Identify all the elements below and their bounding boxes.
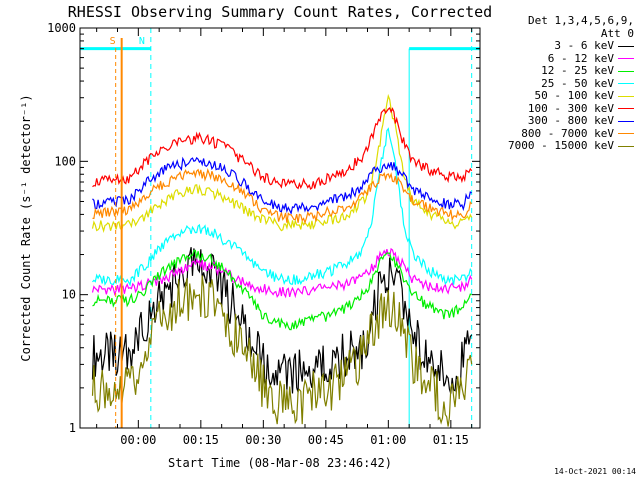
series-line-1 <box>91 247 473 299</box>
legend-label: 100 - 300 keV <box>527 101 614 115</box>
annotation-n: N <box>139 36 145 47</box>
legend-label: 800 - 7000 keV <box>521 126 614 140</box>
legend-label: 25 - 50 keV <box>541 76 614 90</box>
legend-swatch <box>618 83 634 84</box>
legend-label: 7000 - 15000 keV <box>508 139 614 152</box>
legend-header-attenuator: Att 0 <box>600 27 634 40</box>
legend-label: 50 - 100 keV <box>534 89 614 102</box>
y-tick-label-0: 1 <box>69 421 76 435</box>
series-line-2 <box>92 249 472 331</box>
generated-timestamp: 14-Oct-2021 00:14 <box>554 467 636 476</box>
legend-entry: 6 - 12 keV <box>474 51 634 66</box>
legend-swatch <box>618 58 634 59</box>
x-tick-label-5: 01:15 <box>433 433 469 447</box>
series-line-3 <box>92 127 473 287</box>
legend-header-detectors: Det 1,3,4,5,6,9, <box>528 14 634 27</box>
series-line-4 <box>91 93 473 233</box>
axis-ticks: 1 10 100 1000 00:00 00:15 00:30 00:45 01:00 01:15 <box>47 21 480 447</box>
series-line-5 <box>92 107 473 191</box>
chart-title: RHESSI Observing Summary Count Rates, Co… <box>68 3 492 21</box>
legend-label: 3 - 6 keV <box>554 39 614 52</box>
annotation-s: S <box>110 36 116 47</box>
legend-label: 12 - 25 keV <box>541 64 614 77</box>
legend-swatch <box>618 108 634 109</box>
plot-frame <box>79 27 481 429</box>
y-tick-label-1: 10 <box>62 288 76 302</box>
series-line-8 <box>91 275 473 427</box>
x-tick-label-3: 00:45 <box>308 433 344 447</box>
legend-swatch <box>618 133 634 134</box>
y-axis-label: Corrected Count Rate (s⁻¹ detector⁻¹) <box>19 94 33 361</box>
legend-entry: 50 - 100 keV <box>474 89 634 103</box>
x-tick-label-0: 00:00 <box>120 433 156 447</box>
legend-entry: 300 - 800 keV <box>474 114 634 128</box>
legend-swatch <box>618 70 634 72</box>
series-line-6 <box>92 156 472 216</box>
legend-entry: 3 - 6 keV <box>474 39 634 53</box>
legend: Det 1,3,4,5,6,9, Att 0 3 - 6 keV 6 - 12 k… <box>474 14 634 153</box>
legend-entry: 25 - 50 keV <box>474 76 634 91</box>
legend-label: 300 - 800 keV <box>527 114 614 127</box>
legend-swatch <box>618 120 634 122</box>
series-line-7 <box>92 167 473 225</box>
x-axis-label: Start Time (08-Mar-08 23:46:42) <box>168 456 392 470</box>
legend-swatch <box>618 45 634 47</box>
legend-label: 6 - 12 keV <box>547 51 614 65</box>
y-tick-label-3: 1000 <box>47 21 76 35</box>
legend-swatch <box>618 95 634 97</box>
x-tick-label-2: 00:30 <box>245 433 281 447</box>
legend-swatch <box>618 145 634 147</box>
legend-entry: 100 - 300 keV <box>474 101 634 116</box>
legend-entry: 12 - 25 keV <box>474 64 634 78</box>
legend-entry: 7000 - 15000 keV <box>474 139 634 153</box>
x-tick-label-1: 00:15 <box>183 433 219 447</box>
y-tick-label-2: 100 <box>54 154 76 168</box>
x-tick-label-4: 01:00 <box>370 433 406 447</box>
legend-entry: 800 - 7000 keV <box>474 126 634 141</box>
